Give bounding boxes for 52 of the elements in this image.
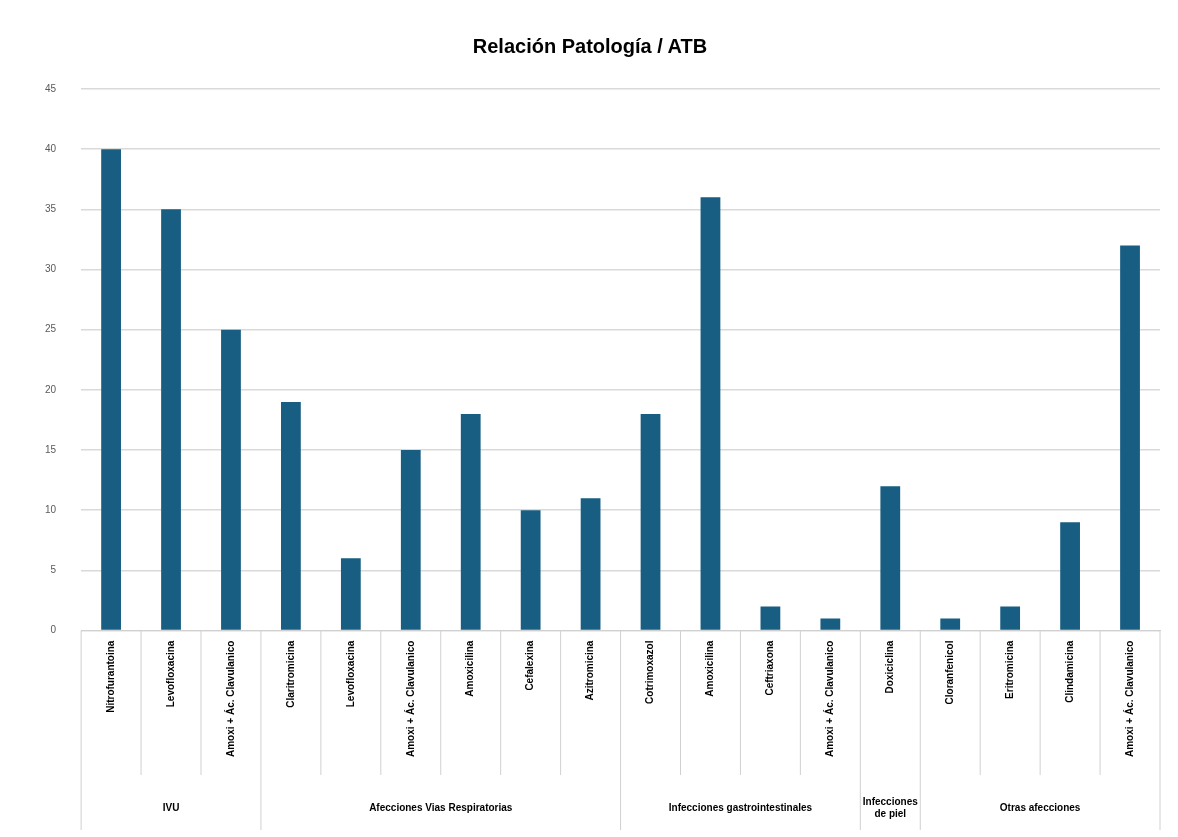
x-tick-label: Doxiciclina <box>884 640 896 694</box>
y-tick-label: 5 <box>50 564 57 576</box>
bar <box>460 413 481 630</box>
bar <box>640 413 661 630</box>
x-tick-label: Nitrofurantoina <box>104 640 116 713</box>
bar <box>580 498 601 630</box>
y-tick-label: 45 <box>45 82 57 94</box>
text: Infecciones de piel <box>862 795 919 819</box>
bar <box>400 450 421 630</box>
bar <box>281 401 301 630</box>
x-tick-label: Azitromicina <box>584 640 596 701</box>
bar <box>1060 522 1080 630</box>
x-tick-label: Levofloxacina <box>344 640 356 708</box>
text: Infecciones gastrointestinales <box>668 801 813 813</box>
bar <box>880 486 901 630</box>
x-tick-label: Amoxi + Ác. Clavulanico <box>223 640 236 758</box>
x-tick-label: Amoxicilina <box>704 640 716 697</box>
y-tick-label: 40 <box>45 142 57 154</box>
x-tick-label: Amoxi + Ác. Clavulanico <box>823 640 836 758</box>
y-tick-label: 35 <box>45 203 57 215</box>
bar <box>820 618 841 630</box>
y-tick-label: 20 <box>45 383 57 395</box>
bar <box>940 618 961 630</box>
bar <box>340 558 361 630</box>
bar <box>700 197 721 630</box>
y-tick-label: 0 <box>50 624 57 636</box>
bar <box>760 606 781 630</box>
bar <box>520 510 541 630</box>
y-tick-label: 25 <box>45 323 57 335</box>
x-tick-label: Cotrimoxazol <box>644 640 656 704</box>
text: Afecciones Vias Respiratorias <box>369 801 513 813</box>
x-tick-label: Clindamicina <box>1063 640 1075 703</box>
x-tick-label: Amoxi + Ác. Clavulanico <box>1122 640 1135 758</box>
x-tick-label: Cefalexina <box>524 640 536 691</box>
text: IVU <box>162 801 180 813</box>
x-tick-label: Amoxicilina <box>464 640 476 697</box>
x-tick-label: Claritromicina <box>284 640 296 708</box>
x-tick-label: Ceftriaxona <box>764 640 776 696</box>
y-tick-label: 10 <box>45 503 57 515</box>
bar <box>1120 245 1140 630</box>
bar <box>161 209 181 630</box>
bar <box>101 149 121 630</box>
x-tick-label: Amoxi + Ác. Clavulanico <box>403 640 416 758</box>
x-tick-label: Levofloxacina <box>164 640 176 708</box>
y-tick-label: 30 <box>45 263 57 275</box>
x-tick-label: Eritromicina <box>1003 640 1015 699</box>
bar <box>221 329 241 630</box>
x-tick-label: Cloranfenicol <box>943 640 955 705</box>
bar <box>1000 606 1021 630</box>
y-tick-label: 15 <box>45 443 57 455</box>
text: Otras afecciones <box>999 801 1081 813</box>
chart-title: Relación Patología / ATB <box>472 34 708 57</box>
